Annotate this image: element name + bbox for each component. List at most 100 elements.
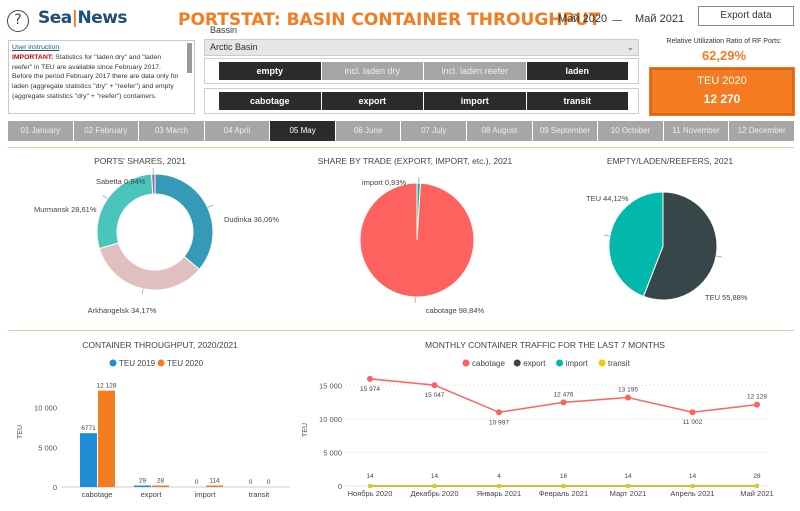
bar-legend-dot-0 [109, 359, 117, 367]
line-ylabel: TEU [302, 423, 309, 437]
ports-leader-2 [102, 195, 108, 200]
cargo-type-slicer: empty incl. laden dry incl. laden reefer… [204, 58, 639, 84]
empty-laden-label-1: TEU 44,12% [586, 194, 629, 203]
utilization-ratio-value: 62,29% [701, 48, 747, 63]
ports-label-1: Arkhangelsk 34,17% [88, 306, 157, 315]
line-label-cabotage-0: 15 974 [360, 386, 380, 393]
bar-ylabel: TEU [17, 425, 24, 439]
line-point-transit-4 [626, 484, 630, 488]
ports-leader-1 [141, 288, 144, 295]
basin-select[interactable]: Arctic Basin ⌄ [204, 39, 639, 56]
line-point-transit-2 [497, 484, 501, 488]
month-button-1[interactable]: 01 January [8, 121, 73, 141]
cargo-empty-button[interactable]: empty [219, 62, 321, 80]
line-point-cabotage-3 [560, 399, 567, 406]
line-point-cabotage-1 [431, 382, 438, 389]
cargo-laden-dry-button[interactable]: incl. laden dry [321, 62, 423, 80]
month-button-9[interactable]: 09 September [532, 121, 598, 141]
instruction-text: Statistics for "laden dry" and "laden re… [12, 53, 179, 100]
month-button-7[interactable]: 07 July [401, 121, 467, 141]
trade-cabotage-button[interactable]: cabotage [219, 92, 321, 110]
month-slicer: 01 January 02 February 03 March 04 April 05 … [8, 121, 794, 141]
logo-slash: | [71, 8, 78, 28]
bar-cabotage-0 [80, 433, 97, 487]
bar-xtick-export: export [141, 490, 163, 499]
teu-2020-card: TEU 2020 12 270 [649, 67, 795, 116]
line-label-import-0: 14 [366, 473, 374, 480]
bar-export-1 [152, 485, 169, 487]
bar-value-import-0: 0 [195, 479, 199, 486]
line-point-cabotage-5 [689, 409, 696, 416]
trade-slice-import-1 [416, 182, 421, 241]
month-button-3[interactable]: 03 March [139, 121, 204, 141]
line-legend-dot-transit [598, 359, 606, 367]
trade-import-button[interactable]: import [424, 92, 526, 110]
line-xtick-6: Май 2021 [740, 489, 773, 498]
bar-value-export-1: 28 [157, 478, 165, 485]
user-instruction-link[interactable]: User instruction [12, 44, 60, 51]
empty-laden-label-0: TEU 55,88% [705, 293, 748, 302]
month-button-10[interactable]: 10 October [598, 121, 663, 141]
month-button-6[interactable]: 06 June [335, 121, 401, 141]
chevron-down-icon: ⌄ [626, 42, 634, 52]
line-label-import-4: 14 [624, 473, 632, 480]
logo-sea: Sea [38, 8, 72, 28]
month-button-11[interactable]: 11 November [663, 121, 729, 141]
bar-cabotage-1 [98, 390, 115, 487]
line-xtick-3: Февраль 2021 [539, 489, 588, 498]
trade-label-0: cabotage 98,84% [426, 306, 485, 315]
bar-xtick-cabotage: cabotage [82, 490, 113, 499]
bar-ytick-0: 0 [53, 483, 57, 492]
important-label: IMPORTANT: [12, 53, 54, 61]
line-label-cabotage-2: 10 997 [489, 419, 509, 426]
line-label-cabotage-6: 12 128 [747, 394, 767, 401]
month-button-12[interactable]: 12 December [729, 121, 794, 141]
cargo-laden-reefer-button[interactable]: incl. laden reefer [424, 62, 526, 80]
line-ytick-1: 5 000 [323, 448, 342, 457]
instruction-scrollbar[interactable] [187, 43, 192, 73]
teu-2020-label: TEU 2020 [697, 75, 747, 87]
utilization-ratio-label: Relative Utilization Ratio of RF Ports: [666, 38, 782, 45]
help-icon[interactable]: ? [7, 10, 29, 32]
bar-value-import-1: 114 [209, 478, 220, 485]
bar-legend-label-0: TEU 2019 [119, 359, 156, 368]
ports-label-0: Dudinka 36,06% [224, 215, 279, 224]
empty-laden-slice-teu-1 [608, 191, 664, 298]
bar-value-export-0: 29 [139, 478, 147, 485]
date-to[interactable]: Май 2021 [635, 13, 685, 25]
trade-export-button[interactable]: export [321, 92, 423, 110]
empty-laden-leader-1 [603, 234, 610, 237]
export-data-button[interactable]: Export data [698, 6, 794, 26]
line-label-import-2: 4 [497, 473, 501, 480]
share-by-trade-title: SHARE BY TRADE (EXPORT, IMPORT, etc.), 2… [317, 156, 513, 166]
month-button-8[interactable]: 08 August [467, 121, 532, 141]
basin-value: Arctic Basin [210, 42, 258, 52]
cargo-laden-button[interactable]: laden [526, 62, 628, 80]
bar-ytick-2: 10 000 [34, 404, 57, 413]
bar-legend-dot-1 [157, 359, 165, 367]
ports-label-3: Sabetta 0,94% [96, 177, 146, 186]
trade-label-1: import 0,93% [362, 178, 407, 187]
container-throughput-title: CONTAINER THROUGHPUT, 2020/2021 [82, 340, 238, 350]
month-button-5[interactable]: 05 May [270, 121, 335, 141]
line-point-cabotage-0 [367, 375, 373, 382]
bar-value-transit-1: 0 [267, 479, 271, 486]
month-button-2[interactable]: 02 February [73, 121, 139, 141]
month-button-4[interactable]: 04 April [204, 121, 270, 141]
bar-value-cabotage-0: 6771 [81, 425, 96, 432]
bar-value-transit-0: 0 [249, 479, 253, 486]
line-label-cabotage-4: 13 195 [618, 387, 638, 394]
bar-value-cabotage-1: 12 128 [97, 383, 117, 390]
instruction-panel: User instruction IMPORTANT: Statistics f… [8, 40, 195, 114]
trade-transit-button[interactable]: transit [526, 92, 628, 110]
ports-slice-dudinka-0 [154, 173, 214, 271]
line-point-cabotage-4 [625, 394, 631, 401]
monthly-traffic-title: MONTHLY CONTAINER TRAFFIC FOR THE LAST 7… [425, 340, 665, 350]
teu-2020-value: 12 270 [703, 92, 741, 106]
line-label-import-6: 28 [753, 473, 761, 480]
bar-import-1 [206, 485, 223, 487]
ports-slice-sabetta-3 [151, 173, 156, 195]
date-from[interactable]: Май 2020 [558, 13, 608, 25]
bar-xtick-transit: transit [249, 490, 270, 499]
